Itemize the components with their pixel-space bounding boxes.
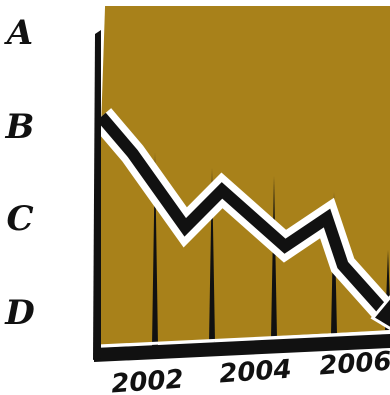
- x-tick-label-2004: 2004: [218, 355, 292, 390]
- y-tick-label-d: D: [4, 293, 35, 333]
- x-axis-highlight: [97, 330, 390, 348]
- y-tick-label-c: C: [6, 199, 33, 239]
- area-fill: [96, 6, 390, 346]
- x-axis-bar: [94, 334, 390, 362]
- trend-line: [96, 112, 390, 316]
- x-axis-year-labels: 2002 2004 2006: [110, 347, 390, 395]
- y-axis-bar: [93, 30, 101, 360]
- x-tick-label-2002: 2002: [110, 365, 184, 395]
- plot-area: [91, 0, 390, 350]
- column-spike: [271, 176, 277, 338]
- column-spike: [152, 152, 158, 346]
- y-axis-grade-labels: A B C D: [4, 13, 35, 333]
- y-tick-label-a: A: [4, 13, 33, 53]
- y-tick-label-b: B: [5, 107, 35, 147]
- axes: [93, 30, 390, 362]
- x-tick-label-2006: 2006: [318, 347, 390, 382]
- trend-arrow-head: [370, 294, 390, 331]
- column-spike: [209, 168, 215, 342]
